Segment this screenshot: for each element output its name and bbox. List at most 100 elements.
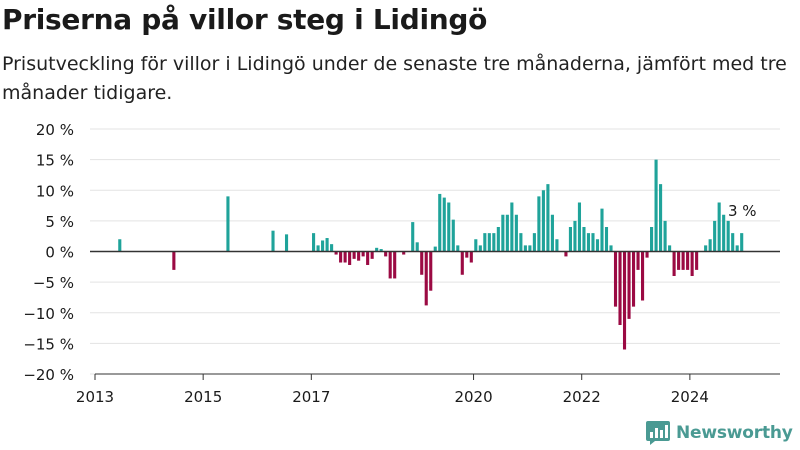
- bar: [456, 245, 460, 252]
- last-value-label: 3 %: [728, 202, 757, 220]
- bar: [312, 233, 316, 252]
- bar: [460, 251, 464, 275]
- bar: [352, 251, 356, 259]
- bar: [393, 251, 397, 279]
- bar: [348, 251, 352, 265]
- bar: [429, 251, 433, 291]
- bar: [541, 190, 545, 252]
- bar: [717, 202, 721, 252]
- bar: [555, 239, 559, 252]
- bar: [172, 251, 176, 270]
- bar: [514, 214, 518, 252]
- bars: [118, 159, 744, 350]
- bar: [618, 251, 622, 325]
- bar: [451, 219, 455, 252]
- y-tick-label: −5 %: [33, 274, 74, 292]
- x-tick-label: 2020: [454, 388, 492, 406]
- bar: [609, 245, 613, 252]
- x-tick-label: 2013: [76, 388, 114, 406]
- bar: [690, 251, 694, 276]
- bar: [663, 220, 667, 252]
- bar: [487, 233, 491, 252]
- bar: [118, 239, 122, 252]
- bar: [600, 208, 604, 252]
- bar: [415, 242, 419, 252]
- bar: [519, 233, 523, 252]
- bar: [424, 251, 428, 306]
- bar: [677, 251, 681, 270]
- bar: [447, 202, 451, 252]
- bar: [668, 245, 672, 252]
- bar: [645, 251, 649, 258]
- bar: [636, 251, 640, 270]
- newsworthy-bar-chart-icon: [646, 421, 670, 445]
- bar: [496, 227, 500, 252]
- bar: [271, 230, 275, 252]
- x-tick-label: 2017: [292, 388, 330, 406]
- bar: [604, 227, 609, 252]
- y-tick-label: 15 %: [36, 152, 74, 170]
- y-tick-label: 20 %: [36, 121, 74, 139]
- x-tick-label: 2024: [671, 388, 709, 406]
- bar: [550, 214, 554, 252]
- chart-subtitle: Prisutveckling för villor i Lidingö unde…: [2, 53, 787, 104]
- bar: [726, 220, 730, 252]
- bar: [686, 251, 690, 270]
- bar: [370, 251, 374, 259]
- y-tick-label: 5 %: [45, 213, 74, 231]
- bar: [708, 239, 712, 252]
- bar: [483, 233, 487, 252]
- y-tick-label: −10 %: [23, 305, 74, 323]
- bar: [402, 251, 406, 255]
- newsworthy-logo: Newsworthy: [645, 420, 793, 446]
- bar: [510, 202, 514, 252]
- y-tick-label: −15 %: [23, 335, 74, 353]
- bar: [704, 245, 708, 252]
- bar: [641, 251, 645, 301]
- bar: [334, 251, 338, 255]
- bar: [672, 251, 676, 276]
- annotations: 3 %: [728, 202, 757, 220]
- bar: [582, 227, 586, 252]
- bar: [591, 233, 595, 252]
- x-tick-label: 2015: [184, 388, 222, 406]
- bar: [654, 159, 658, 252]
- bar: [505, 214, 509, 252]
- bar: [339, 251, 343, 263]
- bar: [438, 193, 442, 252]
- bar: [465, 251, 469, 258]
- bar: [659, 184, 663, 252]
- bar: [469, 251, 473, 263]
- bar: [330, 244, 334, 252]
- bar: [501, 214, 505, 252]
- bar: [492, 233, 496, 252]
- bar: [379, 249, 383, 252]
- bar: [546, 184, 550, 252]
- bar: [433, 246, 437, 252]
- bar: [627, 251, 631, 319]
- bar: [361, 251, 365, 257]
- bar: [325, 238, 329, 252]
- bar: [284, 234, 289, 252]
- bar: [622, 251, 627, 350]
- x-tick-label: 2022: [563, 388, 601, 406]
- bar: [713, 220, 717, 252]
- bar: [357, 251, 361, 261]
- bar: [474, 239, 478, 252]
- bar: [735, 245, 739, 252]
- bar: [375, 247, 379, 252]
- bar: [681, 251, 685, 270]
- bar: [695, 251, 699, 270]
- bar: [528, 245, 532, 252]
- bar: [537, 196, 541, 252]
- bar: [595, 239, 600, 252]
- bar: [564, 251, 568, 257]
- chart-title: Priserna på villor steg i Lidingö: [2, 3, 488, 36]
- bar: [321, 240, 325, 252]
- newsworthy-logo-text: Newsworthy: [676, 423, 793, 443]
- bar: [722, 214, 726, 252]
- axes: 20 %15 %10 %5 %0 %−5 %−10 %−15 %−20 %201…: [23, 121, 780, 406]
- bar: [226, 196, 230, 252]
- bar: [573, 220, 577, 252]
